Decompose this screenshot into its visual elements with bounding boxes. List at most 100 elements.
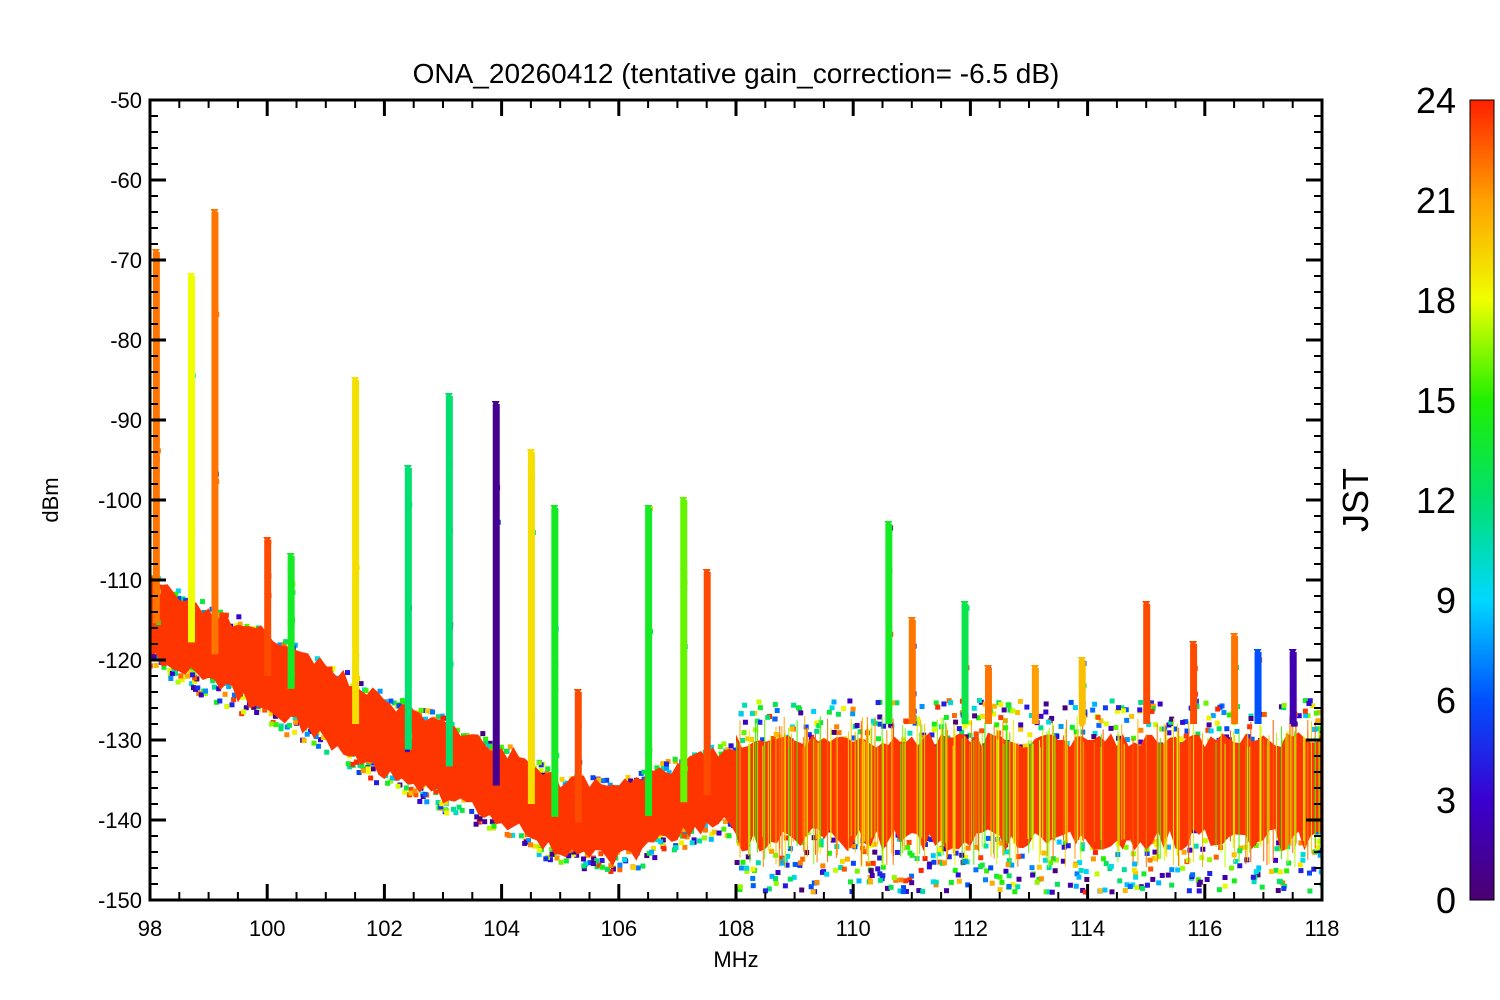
noise-band xyxy=(150,572,1322,868)
noise-point xyxy=(933,879,939,885)
noise-point xyxy=(998,701,1004,707)
noise-point xyxy=(1310,703,1316,709)
noise-point xyxy=(952,867,958,873)
noise-point xyxy=(1018,722,1024,728)
peak-core xyxy=(1078,660,1086,724)
noise-point xyxy=(1216,726,1222,732)
noise-point xyxy=(900,889,906,895)
x-tick-label: 102 xyxy=(366,916,403,941)
noise-point xyxy=(762,888,768,894)
noise-point xyxy=(1084,876,1090,882)
peak-marker xyxy=(491,401,500,408)
noise-point xyxy=(956,726,962,732)
noise-point xyxy=(1133,870,1139,876)
noise-point xyxy=(1165,872,1171,878)
noise-point xyxy=(742,719,748,725)
noise-point xyxy=(658,833,664,839)
noise-point xyxy=(660,837,666,843)
noise-point xyxy=(760,737,766,743)
noise-point xyxy=(800,856,806,862)
noise-point xyxy=(877,714,883,720)
noise-point xyxy=(189,667,195,673)
noise-point xyxy=(963,854,969,860)
noise-point xyxy=(1083,869,1089,875)
noise-point xyxy=(596,777,602,783)
colorbar-tick-label: 15 xyxy=(1416,380,1456,421)
noise-point xyxy=(1165,844,1171,850)
noise-point xyxy=(897,888,903,894)
noise-point xyxy=(435,800,441,806)
noise-point xyxy=(1006,883,1012,889)
peak-104.9 xyxy=(550,505,560,817)
noise-point xyxy=(745,854,751,860)
noise-point xyxy=(1092,701,1098,707)
noise-point xyxy=(737,884,743,890)
noise-point xyxy=(1131,867,1137,873)
noise-point xyxy=(1108,725,1114,731)
noise-point xyxy=(581,863,587,869)
noise-point xyxy=(547,857,553,863)
noise-point xyxy=(658,839,664,845)
noise-point xyxy=(1046,889,1052,895)
peak-core xyxy=(152,252,160,624)
noise-point xyxy=(1166,722,1172,728)
peak-marker xyxy=(884,521,893,528)
noise-point xyxy=(424,799,430,805)
noise-point xyxy=(590,775,596,781)
noise-point xyxy=(1124,882,1130,888)
noise-point xyxy=(1315,726,1321,732)
noise-point xyxy=(803,850,809,856)
noise-point xyxy=(888,884,894,890)
noise-point xyxy=(1237,848,1243,854)
noise-point xyxy=(797,862,803,868)
noise-point xyxy=(549,851,555,857)
noise-point xyxy=(1124,737,1130,743)
noise-point xyxy=(1180,865,1186,871)
noise-point xyxy=(956,878,962,884)
noise-point xyxy=(402,789,408,795)
noise-point xyxy=(891,875,897,881)
noise-point xyxy=(545,766,551,772)
noise-point xyxy=(881,723,887,729)
noise-point xyxy=(1315,718,1321,724)
noise-point xyxy=(880,873,886,879)
noise-point xyxy=(1307,698,1313,704)
noise-point xyxy=(999,879,1005,885)
noise-point xyxy=(183,597,189,603)
x-tick-label: 110 xyxy=(836,916,871,941)
noise-point xyxy=(721,826,727,832)
noise-point xyxy=(153,662,159,668)
noise-point xyxy=(841,866,847,872)
noise-point xyxy=(748,736,754,742)
peak-core xyxy=(1231,636,1239,724)
noise-point xyxy=(226,684,232,690)
noise-point xyxy=(884,885,890,891)
noise-point xyxy=(422,791,428,797)
noise-point xyxy=(870,718,876,724)
noise-point xyxy=(894,700,900,706)
noise-point xyxy=(203,688,209,694)
noise-point xyxy=(451,806,457,812)
noise-point xyxy=(176,595,182,601)
noise-point xyxy=(750,866,756,872)
noise-point xyxy=(654,765,660,771)
noise-point xyxy=(787,876,793,882)
peak-core xyxy=(574,692,582,823)
noise-point xyxy=(944,888,950,894)
noise-point xyxy=(1148,866,1154,872)
noise-point xyxy=(757,719,763,725)
noise-point xyxy=(1022,743,1028,749)
noise-band-low xyxy=(150,572,736,867)
y-tick-label: -80 xyxy=(110,328,142,353)
noise-point xyxy=(608,863,614,869)
noise-point xyxy=(1043,701,1049,707)
noise-point xyxy=(1149,708,1155,714)
y-tick-label: -130 xyxy=(98,728,142,753)
noise-point xyxy=(617,867,623,873)
noise-point xyxy=(187,669,193,675)
noise-point xyxy=(844,856,850,862)
noise-point xyxy=(1041,850,1047,856)
noise-point xyxy=(660,766,666,772)
noise-point xyxy=(292,715,298,721)
noise-point xyxy=(1080,887,1086,893)
